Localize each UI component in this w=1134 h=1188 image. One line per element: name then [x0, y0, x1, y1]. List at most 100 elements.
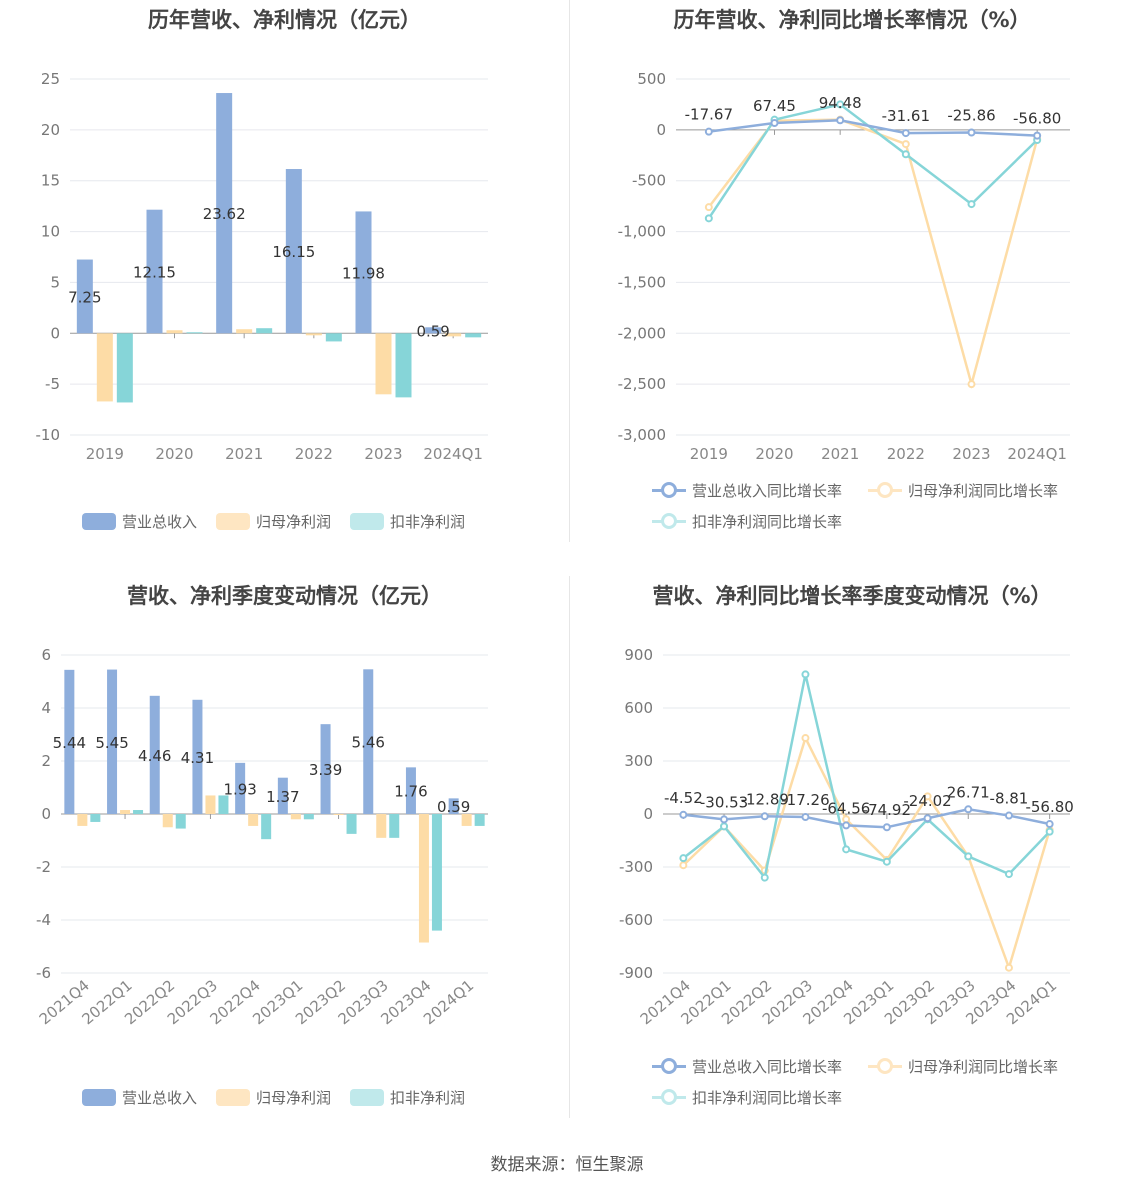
data-point: [1006, 813, 1012, 819]
data-point: [837, 117, 843, 123]
x-tick-label: 2024Q1: [1007, 445, 1067, 463]
bar-归母净利润: [248, 814, 258, 826]
bar-chart-svg: 2520151050-5-107.25201912.15202023.62202…: [0, 40, 569, 520]
legend: 营业总收入 归母净利润 扣非净利润: [0, 511, 569, 535]
data-label: 1.93: [223, 780, 256, 798]
bar-归母净利润: [205, 795, 215, 814]
data-label: 7.25: [68, 288, 101, 306]
legend-item-revenue-growth[interactable]: 营业总收入同比增长率: [652, 1056, 842, 1077]
bar-归母净利润: [97, 333, 113, 401]
bar-归母净利润: [120, 810, 130, 814]
y-tick-label: -2,500: [618, 375, 666, 393]
data-label: 0.59: [437, 798, 470, 816]
y-tick-label: 0: [50, 324, 60, 342]
legend-label: 扣非净利润: [390, 1087, 465, 1108]
bar-扣非净利润: [90, 814, 100, 822]
y-tick-label: -5: [45, 375, 60, 393]
legend-line-marker: [652, 482, 686, 499]
legend-swatch: [82, 513, 116, 530]
bar-扣非净利润: [475, 814, 485, 826]
data-point: [1006, 965, 1012, 971]
legend-item-revenue[interactable]: 营业总收入: [82, 1087, 197, 1108]
data-label: 3.39: [309, 761, 342, 779]
y-tick-label: 6: [41, 646, 51, 664]
data-point: [843, 846, 849, 852]
data-source-note: 数据来源：恒生聚源: [0, 1150, 1134, 1175]
legend-label: 营业总收入同比增长率: [692, 1056, 842, 1077]
legend-item-net-profit[interactable]: 归母净利润: [216, 511, 331, 532]
data-point: [969, 381, 975, 387]
legend-line-marker: [868, 482, 902, 499]
legend-item-deducted[interactable]: 扣非净利润: [350, 511, 465, 532]
data-label: 94.48: [819, 94, 862, 112]
legend-label: 营业总收入: [122, 511, 197, 532]
y-tick-label: 300: [624, 752, 653, 770]
legend-label: 归母净利润同比增长率: [908, 1056, 1058, 1077]
y-tick-label: 500: [637, 70, 666, 88]
y-tick-label: 25: [41, 70, 60, 88]
data-label: 16.15: [272, 243, 315, 261]
y-tick-label: -2: [36, 858, 51, 876]
data-point: [843, 822, 849, 828]
data-label: 1.76: [394, 783, 427, 801]
data-point: [680, 862, 686, 868]
data-label: 5.46: [352, 734, 385, 752]
legend-item-revenue-growth[interactable]: 营业总收入同比增长率: [652, 480, 842, 501]
legend-swatch: [350, 1089, 384, 1106]
legend-item-deducted-growth[interactable]: 扣非净利润同比增长率: [652, 511, 842, 532]
legend-swatch: [82, 1089, 116, 1106]
bar-扣非净利润: [133, 810, 143, 814]
x-tick-label: 2024Q1: [423, 445, 483, 463]
legend-item-net-profit[interactable]: 归母净利润: [216, 1087, 331, 1108]
data-point: [1006, 871, 1012, 877]
bar-扣非净利润: [187, 332, 203, 333]
data-point: [721, 816, 727, 822]
y-tick-label: -10: [36, 426, 61, 444]
legend-swatch: [216, 513, 250, 530]
bar-扣非净利润: [261, 814, 271, 839]
annual-revenue-profit-chart: 历年营收、净利情况（亿元） 25 20 15 10 5 0 -5 -10 7.25 2019 12.…: [0, 0, 569, 545]
y-tick-label: -1,500: [618, 273, 666, 291]
bar-chart-svg: 6420-2-4-65.442021Q45.452022Q14.462022Q2…: [0, 616, 569, 1096]
x-tick-label: 2022: [887, 445, 925, 463]
legend-label: 扣非净利润同比增长率: [692, 511, 842, 532]
y-tick-label: 0: [656, 121, 666, 139]
annual-growth-rate-chart: 历年营收、净利同比增长率情况（%） 500 0 -500 -1,000 -1,500 -2…: [570, 0, 1134, 545]
data-point: [680, 812, 686, 818]
bar-扣非净利润: [389, 814, 399, 838]
y-tick-label: -600: [619, 911, 653, 929]
data-label: -56.80: [1025, 798, 1073, 816]
bar-扣非净利润: [347, 814, 357, 834]
data-point: [1047, 821, 1053, 827]
legend-label: 扣非净利润同比增长率: [692, 1087, 842, 1108]
x-tick-label: 2021: [821, 445, 859, 463]
quarterly-revenue-profit-chart: 营收、净利季度变动情况（亿元） 6 4 2 0 -2 -4 -6 5.44 2021Q4 5.45…: [0, 576, 569, 1121]
legend-item-net-growth[interactable]: 归母净利润同比增长率: [868, 1056, 1058, 1077]
legend: 营业总收入 归母净利润 扣非净利润: [0, 1087, 569, 1111]
legend-item-deducted[interactable]: 扣非净利润: [350, 1087, 465, 1108]
x-tick-label: 2019: [690, 445, 728, 463]
y-tick-label: 15: [41, 172, 60, 190]
legend-item-revenue[interactable]: 营业总收入: [82, 511, 197, 532]
bar-扣非净利润: [326, 333, 342, 341]
data-label: -4.52: [664, 789, 703, 807]
data-point: [965, 806, 971, 812]
data-point: [903, 130, 909, 136]
quarterly-growth-rate-chart: 营收、净利同比增长率季度变动情况（%） 900 600 300 0 -300 -600 -9…: [570, 576, 1134, 1121]
data-point: [706, 215, 712, 221]
y-tick-label: 600: [624, 699, 653, 717]
y-tick-label: -1,000: [618, 223, 666, 241]
y-tick-label: -3,000: [618, 426, 666, 444]
x-tick-label: 2020: [155, 445, 193, 463]
bar-扣非净利润: [117, 333, 133, 402]
data-label: 1.37: [266, 788, 299, 806]
y-tick-label: -900: [619, 964, 653, 982]
y-tick-label: 900: [624, 646, 653, 664]
data-label: 4.46: [138, 747, 171, 765]
legend-item-net-growth[interactable]: 归母净利润同比增长率: [868, 480, 1058, 501]
data-label: 12.15: [133, 263, 176, 281]
x-tick-label: 2022: [295, 445, 333, 463]
bar-扣非净利润: [396, 333, 412, 397]
chart-title: 历年营收、净利情况（亿元）: [0, 4, 569, 34]
legend-item-deducted-growth[interactable]: 扣非净利润同比增长率: [652, 1087, 842, 1108]
